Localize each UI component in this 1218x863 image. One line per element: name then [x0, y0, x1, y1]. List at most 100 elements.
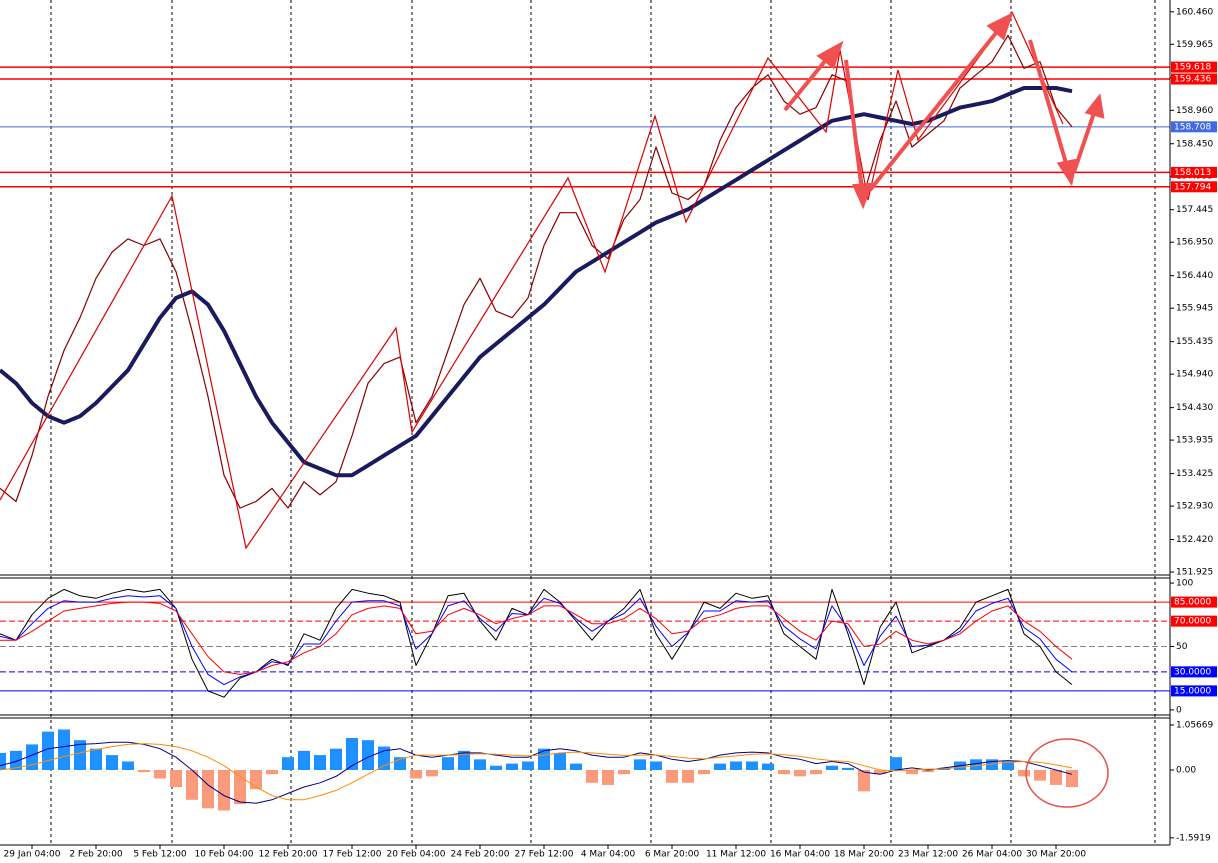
- histogram-bar: [74, 740, 86, 770]
- histogram-bar: [554, 752, 566, 770]
- histogram-bar: [682, 769, 694, 783]
- level-label-box: [1171, 166, 1217, 178]
- histogram-bar: [218, 769, 230, 811]
- arrows: [783, 12, 1105, 210]
- y-tick-label: 154.430: [1176, 403, 1213, 413]
- x-tick-label: 12 Feb 20:00: [258, 850, 317, 860]
- histogram-bar: [730, 761, 742, 770]
- frame: [0, 0, 1171, 846]
- histogram-bar: [490, 765, 502, 770]
- histogram-bar: [1002, 761, 1014, 770]
- histogram-bar: [570, 763, 582, 770]
- histogram-bar: [698, 769, 710, 775]
- x-tick-label: 24 Feb 20:00: [450, 850, 509, 860]
- y-tick-label: 152.420: [1176, 535, 1213, 545]
- histogram-bar: [186, 769, 198, 800]
- y-tick-label: 155.435: [1176, 337, 1213, 347]
- series-line: [0, 743, 1073, 801]
- arrow: [783, 53, 832, 112]
- level-label-box: [1171, 685, 1217, 697]
- histogram-bar: [298, 750, 310, 770]
- histogram-bar: [170, 769, 182, 788]
- x-tick-label: 6 Mar 20:00: [645, 850, 700, 860]
- histogram-bar: [154, 769, 166, 779]
- histogram-bar: [202, 769, 214, 809]
- x-tick-label: 18 Mar 20:00: [834, 850, 894, 860]
- histogram-bar: [970, 759, 982, 770]
- arrow-head: [816, 40, 844, 70]
- x-tick-label: 26 Mar 04:00: [962, 850, 1022, 860]
- histogram-bar: [234, 769, 246, 805]
- y-tick-label: 153.425: [1176, 469, 1213, 479]
- arrow-head: [986, 12, 1014, 41]
- histogram-bar: [538, 748, 550, 770]
- x-tick-label: 16 Mar 04:00: [770, 850, 830, 860]
- level-label-box: [1171, 61, 1217, 73]
- level-label: 30.0000: [1174, 667, 1211, 677]
- y-tick-label: 159.965: [1176, 40, 1213, 50]
- y-tick-label: 160.460: [1176, 7, 1213, 17]
- histogram-bar: [1034, 769, 1046, 781]
- highlight-ellipse: [1025, 738, 1109, 808]
- y-tick-label: -1.5919: [1176, 833, 1211, 843]
- x-tick-label: 30 Mar 20:00: [1026, 850, 1086, 860]
- y-tick-label: 156.440: [1176, 271, 1213, 281]
- y-tick-label: 158.960: [1176, 106, 1213, 116]
- plots: [0, 34, 1170, 811]
- series-line: [0, 34, 1073, 509]
- histogram-bar: [890, 757, 902, 770]
- histogram-bar: [330, 748, 342, 770]
- histogram-bar: [1018, 769, 1030, 777]
- y-tick-label: 1.05669: [1176, 720, 1213, 730]
- histogram-bar: [714, 763, 726, 770]
- level-label-box: [1171, 121, 1217, 133]
- arrow-head: [852, 182, 873, 210]
- histogram-bar: [602, 769, 614, 785]
- x-tick-label: 5 Feb 12:00: [133, 850, 187, 860]
- level-label-box: [1171, 615, 1217, 627]
- histogram-bar: [874, 769, 886, 775]
- histogram-bar: [250, 769, 262, 790]
- series-line: [0, 588, 1073, 698]
- y-tick-label: 152.930: [1176, 502, 1213, 512]
- arrow: [1028, 39, 1070, 171]
- histogram-bar: [58, 729, 70, 770]
- histogram-bar: [922, 769, 934, 773]
- histogram-bar: [794, 769, 806, 777]
- level-label-box: [1171, 596, 1217, 608]
- level-label: 158.708: [1174, 122, 1211, 132]
- histogram-bar: [810, 769, 822, 775]
- histogram-bar: [442, 757, 454, 770]
- histogram-bar: [314, 755, 326, 770]
- level-label-box: [1171, 73, 1217, 85]
- histogram-bar: [1050, 769, 1062, 785]
- y-tick-label: 50: [1176, 642, 1188, 652]
- x-tick-label: 27 Feb 12:00: [514, 850, 573, 860]
- histogram-bar: [266, 769, 278, 775]
- series-line: [0, 601, 1073, 675]
- zigzag-line: [0, 10, 1064, 550]
- x-tick-label: 20 Feb 04:00: [386, 850, 445, 860]
- histogram-bar: [986, 759, 998, 770]
- histogram-bar: [362, 740, 374, 770]
- y-tick-label: 0: [1176, 705, 1182, 715]
- y-tick-label: 158.450: [1176, 139, 1213, 149]
- arrow-head: [1084, 93, 1105, 119]
- histogram-bar: [42, 731, 54, 770]
- histogram-bar: [90, 748, 102, 770]
- histogram-bar: [138, 769, 150, 773]
- x-tick-label: 11 Mar 12:00: [706, 850, 766, 860]
- histogram-bar: [1066, 769, 1078, 788]
- level-label: 70.0000: [1174, 617, 1211, 627]
- histogram-bar: [410, 769, 422, 779]
- histogram-bar: [122, 761, 134, 770]
- histogram-bar: [746, 761, 758, 770]
- level-label-box: [1171, 666, 1217, 678]
- arrow: [844, 59, 864, 193]
- histogram-bar: [106, 755, 118, 770]
- series-line: [0, 86, 1073, 478]
- level-label: 157.794: [1174, 182, 1211, 192]
